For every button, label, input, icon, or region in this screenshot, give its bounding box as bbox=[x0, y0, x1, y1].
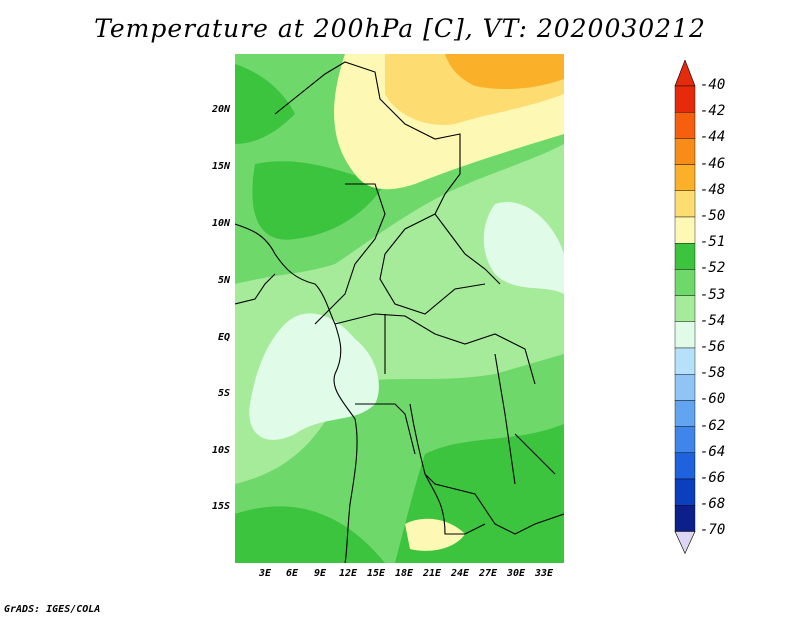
colorbar-label: -54 bbox=[700, 312, 726, 329]
colorbar-swatch bbox=[674, 164, 696, 191]
colorbar-swatch bbox=[674, 478, 696, 506]
credit-text: GrADS: IGES/COLA bbox=[4, 604, 101, 615]
colorbar bbox=[674, 60, 696, 555]
colorbar-bottom-arrow bbox=[674, 531, 696, 555]
temperature-map bbox=[235, 54, 564, 563]
field-52-southwest bbox=[235, 506, 385, 563]
colorbar-swatch bbox=[674, 505, 696, 532]
colorbar-label: -46 bbox=[700, 155, 726, 172]
colorbar-swatch bbox=[674, 269, 696, 296]
lon-label: 18E bbox=[394, 568, 414, 579]
colorbar-label: -42 bbox=[700, 103, 726, 120]
lon-label: 27E bbox=[478, 568, 498, 579]
colorbar-label: -66 bbox=[700, 470, 726, 486]
lon-label: 21E bbox=[422, 568, 442, 579]
lon-label: 24E bbox=[450, 568, 470, 579]
colorbar-swatch bbox=[674, 216, 696, 244]
colorbar-label: -50 bbox=[700, 208, 726, 224]
colorbar-label: -64 bbox=[700, 443, 726, 460]
colorbar-swatch bbox=[674, 190, 696, 218]
lon-label: 15E bbox=[366, 568, 386, 579]
field-52-north bbox=[252, 161, 385, 240]
colorbar-swatch bbox=[674, 374, 696, 401]
lat-label: 10N bbox=[211, 218, 230, 229]
colorbar-swatch bbox=[674, 321, 696, 349]
field-54-east bbox=[483, 202, 564, 294]
colorbar-label: -56 bbox=[700, 339, 726, 355]
field-52-north2 bbox=[235, 64, 295, 144]
colorbar-swatch bbox=[674, 85, 696, 113]
field-54-center bbox=[249, 313, 379, 440]
colorbar-swatch bbox=[674, 138, 696, 165]
colorbar-swatch bbox=[674, 347, 696, 375]
colorbar-label: -40 bbox=[700, 77, 726, 93]
colorbar-swatch bbox=[674, 242, 696, 270]
lon-label: 30E bbox=[506, 568, 526, 579]
lat-label: 5N bbox=[217, 275, 230, 286]
lat-label: EQ bbox=[217, 332, 230, 343]
colorbar-label: -52 bbox=[700, 260, 726, 277]
lat-label: 15N bbox=[211, 161, 230, 172]
lon-label: 33E bbox=[534, 568, 554, 579]
colorbar-swatch bbox=[674, 452, 696, 480]
colorbar-label: -62 bbox=[700, 417, 726, 434]
lon-label: 9E bbox=[313, 568, 327, 579]
lon-label: 12E bbox=[338, 568, 358, 579]
colorbar-label: -48 bbox=[700, 181, 726, 198]
colorbar-label: -53 bbox=[700, 286, 726, 303]
lat-label: 5S bbox=[217, 388, 230, 399]
borders bbox=[235, 61, 564, 563]
colorbar-top-arrow bbox=[674, 60, 696, 87]
colorbar-label: -70 bbox=[700, 522, 726, 539]
colorbar-swatch bbox=[674, 295, 696, 323]
colorbar-label: -60 bbox=[700, 391, 726, 408]
colorbar-label: -58 bbox=[700, 365, 726, 382]
lat-label: 10S bbox=[211, 445, 230, 456]
colorbar-swatch bbox=[674, 112, 696, 139]
colorbar-swatch bbox=[674, 426, 696, 454]
lon-label: 3E bbox=[258, 568, 272, 579]
lat-label: 20N bbox=[211, 104, 230, 115]
field-50-south bbox=[405, 518, 465, 551]
colorbar-swatch bbox=[674, 400, 696, 427]
chart-title: Temperature at 200hPa [C], VT: 202003021… bbox=[94, 14, 706, 43]
colorbar-label: -44 bbox=[700, 129, 726, 146]
field-46-north bbox=[445, 54, 564, 90]
colorbar-label: -51 bbox=[700, 234, 726, 251]
lat-label: 15S bbox=[211, 501, 230, 512]
colorbar-label: -68 bbox=[700, 496, 726, 513]
lon-label: 6E bbox=[285, 568, 299, 579]
